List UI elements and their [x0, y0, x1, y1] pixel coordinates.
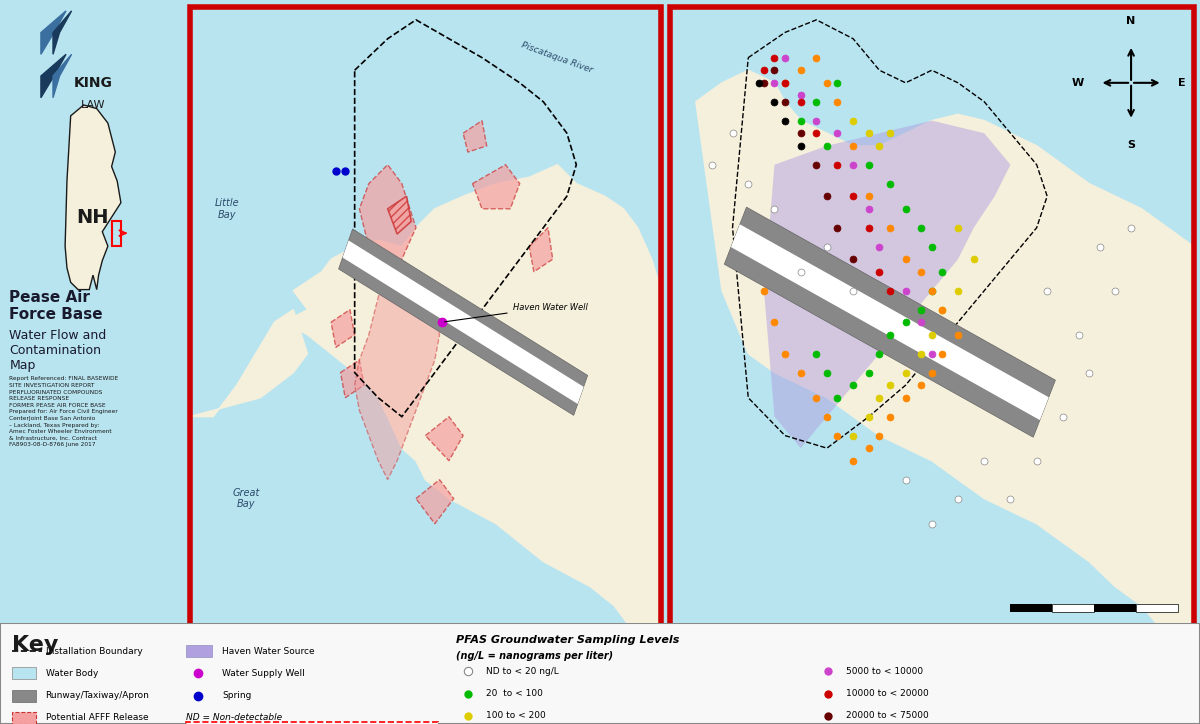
Polygon shape: [338, 229, 588, 416]
Text: ND to < 20 ng/L: ND to < 20 ng/L: [486, 667, 559, 675]
Polygon shape: [425, 417, 463, 460]
Text: Little
Bay: Little Bay: [215, 198, 240, 219]
Text: Water Body: Water Body: [46, 669, 98, 678]
Text: Great
Bay: Great Bay: [233, 488, 260, 510]
FancyBboxPatch shape: [12, 689, 36, 702]
Text: Installation Boundary: Installation Boundary: [46, 647, 143, 655]
FancyBboxPatch shape: [0, 623, 1200, 724]
Text: 400: 400: [1087, 623, 1102, 629]
Text: Spring: Spring: [222, 691, 251, 700]
Polygon shape: [53, 11, 72, 54]
Text: 20000 to < 75000: 20000 to < 75000: [846, 712, 929, 720]
Bar: [1136, 605, 1178, 612]
FancyBboxPatch shape: [186, 722, 438, 724]
Polygon shape: [416, 480, 454, 523]
Polygon shape: [341, 360, 364, 397]
Text: 20  to < 100: 20 to < 100: [486, 689, 542, 698]
Polygon shape: [41, 54, 66, 98]
Text: 1600: 1600: [1169, 623, 1187, 629]
Polygon shape: [463, 121, 487, 152]
FancyBboxPatch shape: [12, 712, 36, 724]
Text: Meters: Meters: [1082, 631, 1106, 637]
Text: Key: Key: [12, 635, 59, 654]
Polygon shape: [190, 448, 307, 574]
Polygon shape: [331, 310, 355, 348]
Text: Runway/Taxiway/Apron: Runway/Taxiway/Apron: [46, 691, 150, 700]
Bar: [112, 221, 121, 246]
Polygon shape: [190, 310, 307, 417]
Text: Water Supply Well: Water Supply Well: [222, 669, 305, 678]
Polygon shape: [365, 261, 544, 390]
Text: 800: 800: [1129, 623, 1144, 629]
Text: Haven Water Source: Haven Water Source: [222, 647, 314, 655]
Bar: [1052, 605, 1094, 612]
Text: Potential AFFF Release: Potential AFFF Release: [46, 713, 149, 723]
Text: Water Flow and
Contamination
Map: Water Flow and Contamination Map: [10, 329, 107, 372]
Polygon shape: [473, 165, 520, 209]
Polygon shape: [284, 165, 661, 637]
Polygon shape: [65, 105, 121, 290]
Polygon shape: [529, 227, 553, 272]
Polygon shape: [41, 11, 66, 54]
Polygon shape: [359, 165, 416, 272]
Polygon shape: [355, 259, 439, 480]
Polygon shape: [342, 240, 583, 404]
Text: ND = Non-detectable: ND = Non-detectable: [186, 713, 282, 723]
Text: NH: NH: [77, 208, 109, 227]
Bar: [1010, 605, 1052, 612]
Polygon shape: [388, 196, 412, 234]
Polygon shape: [53, 54, 72, 98]
Polygon shape: [190, 247, 293, 322]
Text: S: S: [1127, 140, 1135, 150]
FancyBboxPatch shape: [186, 645, 212, 657]
Text: W: W: [1072, 77, 1084, 88]
Polygon shape: [696, 70, 1194, 637]
FancyBboxPatch shape: [12, 668, 36, 679]
Text: KING: KING: [73, 76, 113, 90]
Text: 200: 200: [1045, 623, 1060, 629]
Text: 5000 to < 10000: 5000 to < 10000: [846, 667, 923, 675]
Text: E: E: [1178, 77, 1186, 88]
Text: N: N: [1127, 16, 1135, 26]
Text: Piscataqua River: Piscataqua River: [521, 41, 594, 75]
Text: Report Referenced: FINAL BASEWIDE
SITE INVESTIGATION REPORT
PERFLUORINATED COMPO: Report Referenced: FINAL BASEWIDE SITE I…: [10, 376, 119, 447]
Polygon shape: [725, 207, 1055, 437]
Bar: [1094, 605, 1136, 612]
Polygon shape: [731, 224, 1049, 420]
Text: PFAS Groundwater Sampling Levels: PFAS Groundwater Sampling Levels: [456, 635, 679, 645]
Text: 100 to < 200: 100 to < 200: [486, 712, 546, 720]
Text: Haven Water Well: Haven Water Well: [445, 303, 588, 321]
Polygon shape: [764, 121, 1010, 448]
Text: LAW: LAW: [80, 100, 106, 110]
Text: 0: 0: [1008, 623, 1013, 629]
Text: Pease Air
Force Base: Pease Air Force Base: [10, 290, 103, 322]
Text: 10000 to < 20000: 10000 to < 20000: [846, 689, 929, 698]
Text: (ng/L = nanograms per liter): (ng/L = nanograms per liter): [456, 651, 613, 661]
